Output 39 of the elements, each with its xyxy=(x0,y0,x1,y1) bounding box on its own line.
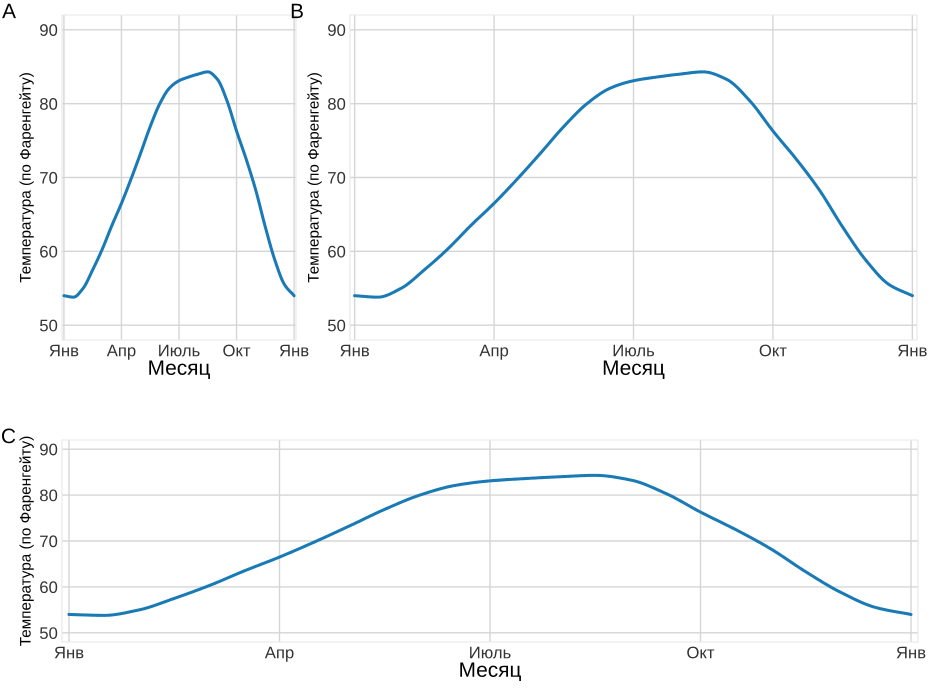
y-tick-label: 60 xyxy=(40,246,58,258)
x-tick-label: Янв xyxy=(280,344,308,356)
x-tick-label: Июль xyxy=(159,344,200,356)
y-tick-label: 80 xyxy=(40,98,58,110)
y-tick-label: 50 xyxy=(40,320,58,332)
x-axis-title: Месяц xyxy=(460,662,521,681)
y-tick-label: 60 xyxy=(328,246,346,258)
y-axis-title: Температура (по Фаренгейту) xyxy=(19,73,34,282)
y-tick-label: 50 xyxy=(328,320,346,332)
x-tick-label: Янв xyxy=(50,344,78,356)
x-tick-label: Янв xyxy=(898,344,927,356)
y-tick-label: 90 xyxy=(40,24,58,36)
y-tick-label: 60 xyxy=(40,581,58,594)
y-tick-label: 80 xyxy=(328,98,346,110)
y-tick-label: 50 xyxy=(40,627,58,640)
y-axis-title: Температура (по Фаренгейту) xyxy=(19,436,34,646)
x-tick-label: Янв xyxy=(896,646,926,658)
x-tick-label: Янв xyxy=(54,646,84,658)
y-tick-label: 70 xyxy=(328,172,346,184)
chart-title: C xyxy=(2,428,16,444)
x-tick-label: Апр xyxy=(106,344,136,360)
x-tick-label: Янв xyxy=(340,344,369,356)
x-tick-label: Окт xyxy=(223,344,250,356)
y-axis-title: Температура (по Фаренгейту) xyxy=(307,73,322,282)
x-tick-label: Апр xyxy=(479,344,508,360)
y-tick-label: 70 xyxy=(40,172,58,184)
y-tick-label: 80 xyxy=(40,489,58,502)
y-tick-label: 90 xyxy=(40,444,58,456)
chart-title: B xyxy=(292,4,303,18)
x-tick-label: Июль xyxy=(614,344,654,356)
y-tick-label: 90 xyxy=(328,24,346,36)
x-tick-label: Окт xyxy=(687,646,714,658)
x-axis-title: Месяц xyxy=(604,360,664,379)
x-tick-label: Апр xyxy=(264,646,294,662)
x-tick-label: Июль xyxy=(470,646,511,658)
chart-title: A xyxy=(2,4,16,18)
x-axis-title: Месяц xyxy=(149,360,210,379)
x-tick-label: Окт xyxy=(760,344,787,356)
y-tick-label: 70 xyxy=(40,535,58,548)
